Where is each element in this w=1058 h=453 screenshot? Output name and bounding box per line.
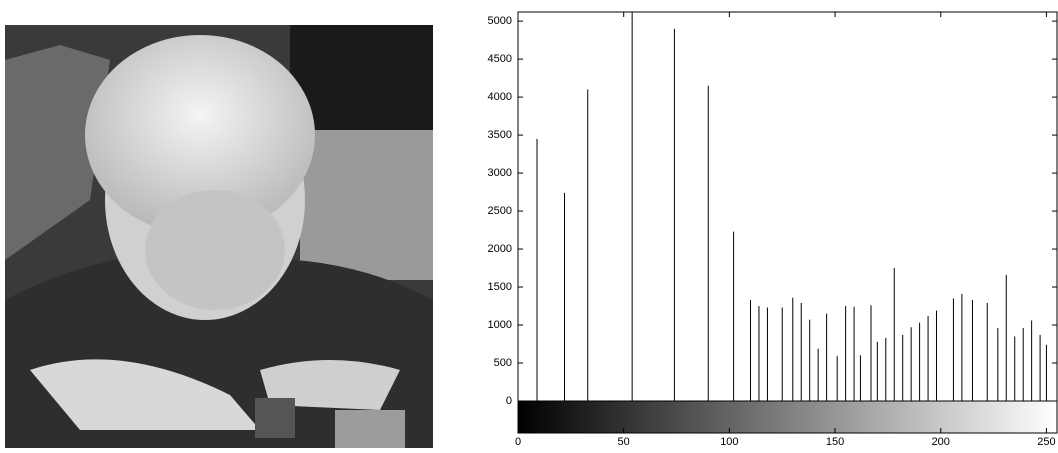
x-tick-label: 100 <box>720 436 738 448</box>
colorbar <box>517 400 1058 434</box>
x-tick-label: 150 <box>826 436 844 448</box>
y-tick-label: 4500 <box>488 53 512 65</box>
photo <box>5 25 433 448</box>
stems <box>536 12 1047 401</box>
y-tick-label: 5000 <box>488 15 512 27</box>
x-tick-label: 250 <box>1037 436 1055 448</box>
y-tick-label: 0 <box>506 395 512 407</box>
y-tick-label: 4000 <box>488 91 512 103</box>
y-tick-label: 500 <box>494 357 512 369</box>
y-tick-label: 2000 <box>488 243 512 255</box>
x-tick-label: 0 <box>515 436 521 448</box>
x-tick-label: 50 <box>618 436 630 448</box>
y-tick-label: 3500 <box>488 129 512 141</box>
histogram-axes <box>517 11 1058 434</box>
y-tick-label: 1000 <box>488 319 512 331</box>
plot-frame <box>517 11 1058 402</box>
y-tick-label: 1500 <box>488 281 512 293</box>
y-tick-label: 3000 <box>488 167 512 179</box>
y-tick-label: 2500 <box>488 205 512 217</box>
x-tick-label: 200 <box>932 436 950 448</box>
